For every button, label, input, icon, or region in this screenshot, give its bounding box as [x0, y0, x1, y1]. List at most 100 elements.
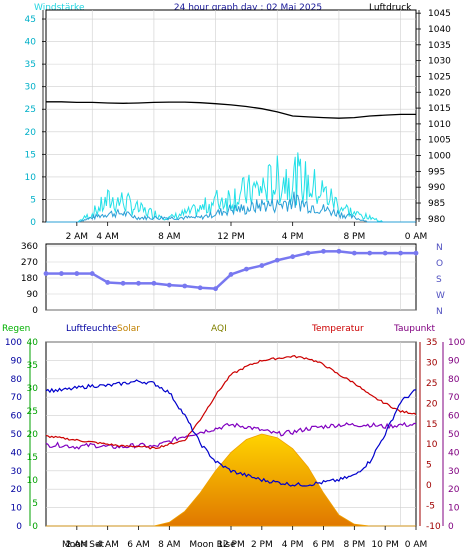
direction-segment — [184, 284, 201, 290]
climate-legend: Regen Luftfeuchte Solar AQI Temperatur T… — [2, 324, 436, 334]
pressure-tick: 1020 — [428, 88, 451, 98]
temperature-line — [45, 355, 417, 450]
direction-segment — [91, 272, 109, 284]
wind-speed-tick: 45 — [25, 15, 36, 25]
compass-tick: N — [436, 243, 443, 253]
climate-series — [45, 355, 417, 527]
wind-time-axis: 2 AM 4 AM 8 AM 12 PM 4 PM 8 PM 0 AM — [66, 222, 427, 242]
rain-tick: 60 — [11, 412, 23, 422]
temperature-tick: -5 — [426, 502, 435, 512]
dewpoint-tick: 50 — [448, 430, 460, 440]
legend-humidity: Luftfeuchte — [66, 324, 118, 334]
time-label-top: 4 AM — [96, 232, 119, 242]
pressure-tick: 980 — [428, 215, 445, 225]
climate-axes: 01020304050607080901000510152025303540-1… — [5, 338, 466, 532]
direction-point — [413, 250, 419, 256]
temperature-tick: 35 — [426, 338, 437, 348]
wind-average-line — [46, 191, 416, 223]
wind-speed-tick: 20 — [25, 128, 37, 138]
direction-segment — [153, 282, 170, 287]
pressure-axis: 980 985 990 995 1000 1005 1010 1015 1020 1025 1030… — [416, 9, 451, 225]
time-label-bottom: 2 AM — [66, 540, 89, 550]
humidity-tick: 40 — [27, 338, 39, 348]
rain-tick: 80 — [11, 375, 23, 385]
direction-degree-axis: 0 90 180 270 360 — [21, 242, 38, 316]
rain-tick: 50 — [11, 430, 23, 440]
dewpoint-tick: 30 — [448, 467, 460, 477]
rain-tick: 40 — [11, 448, 23, 458]
wind-speed-tick: 40 — [25, 38, 37, 48]
time-label-bottom: 12 PM — [217, 540, 245, 550]
climate-panel: 01020304050607080901000510152025303540-1… — [5, 338, 466, 550]
wind-speed-tick: 15 — [25, 150, 36, 160]
legend-aqi: AQI — [211, 324, 227, 334]
compass-tick: O — [436, 259, 443, 269]
temperature-tick: 30 — [426, 358, 438, 368]
time-label-top: 4 PM — [282, 232, 304, 242]
humidity-tick: 15 — [27, 453, 38, 463]
solar-area — [46, 433, 416, 527]
direction-segment — [107, 281, 124, 285]
compass-tick: N — [436, 307, 443, 317]
time-label-bottom: 4 AM — [96, 540, 119, 550]
dewpoint-line — [45, 421, 417, 450]
humidity-tick: 25 — [27, 407, 38, 417]
time-label-bottom: 6 PM — [313, 540, 335, 550]
pressure-tick: 1000 — [428, 152, 451, 162]
humidity-tick: 10 — [27, 476, 39, 486]
direction-degree-tick: 180 — [21, 274, 38, 284]
wind-speed-tick: 35 — [25, 60, 36, 70]
time-label-bottom: 2 PM — [251, 540, 273, 550]
time-label-top: 12 PM — [217, 232, 245, 242]
wind-gridlines — [46, 10, 416, 223]
temperature-tick: 20 — [426, 399, 438, 409]
pressure-tick: 1040 — [428, 25, 451, 35]
pressure-tick: 985 — [428, 199, 445, 209]
time-label-bottom: 4 PM — [282, 540, 304, 550]
wind-speed-tick: 10 — [25, 173, 37, 183]
rain-tick: 70 — [11, 393, 23, 403]
rain-tick: 10 — [11, 504, 23, 514]
moon-event-label: Moon Set — [62, 540, 105, 550]
time-label-top: 8 PM — [343, 232, 365, 242]
time-label-bottom: 8 AM — [158, 540, 181, 550]
direction-series — [43, 248, 419, 292]
direction-segment — [230, 267, 247, 276]
legend-temperature: Temperatur — [311, 324, 364, 334]
pressure-tick: 990 — [428, 183, 445, 193]
direction-segment — [292, 251, 309, 258]
rain-tick: 90 — [11, 356, 23, 366]
pressure-tick: 1010 — [428, 120, 451, 130]
temperature-tick: 10 — [426, 440, 438, 450]
wind-speed-tick: 5 — [30, 195, 36, 205]
direction-segment — [307, 250, 324, 255]
direction-segment — [214, 273, 232, 290]
direction-gridlines — [46, 245, 416, 311]
temperature-tick: 25 — [426, 379, 437, 389]
wind-series — [46, 101, 416, 223]
dewpoint-tick: 40 — [448, 448, 460, 458]
pressure-label: Luftdruck — [369, 3, 412, 13]
temperature-tick: 15 — [426, 420, 437, 430]
humidity-tick: 30 — [27, 384, 39, 394]
dewpoint-tick: 0 — [448, 522, 454, 532]
direction-segment — [276, 255, 293, 262]
direction-degree-tick: 90 — [27, 290, 39, 300]
dewpoint-tick: 90 — [448, 356, 460, 366]
time-label-top: 2 AM — [66, 232, 89, 242]
dewpoint-tick: 100 — [448, 338, 465, 348]
dewpoint-tick: 70 — [448, 393, 460, 403]
time-label-top: 8 AM — [158, 232, 181, 242]
rain-tick: 0 — [16, 522, 22, 532]
wind-speed-tick: 30 — [25, 83, 37, 93]
compass-tick: W — [436, 291, 445, 301]
moon-event-label: Moon Rise — [189, 540, 236, 550]
direction-segment — [338, 250, 355, 255]
dewpoint-tick: 10 — [448, 504, 460, 514]
direction-segment — [261, 259, 278, 267]
humidity-tick: 5 — [32, 499, 38, 509]
pressure-tick: 1030 — [428, 57, 451, 67]
